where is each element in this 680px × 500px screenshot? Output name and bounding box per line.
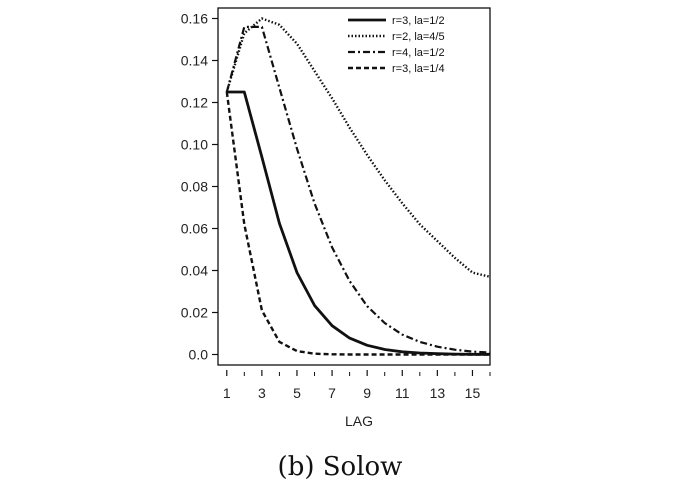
plot-frame <box>217 7 491 366</box>
x-tick-label: 3 <box>258 385 266 401</box>
y-tick-label: 0.10 <box>181 137 208 153</box>
plot-area <box>217 7 491 366</box>
x-tick-label: 11 <box>395 385 410 401</box>
x-tick-label: 7 <box>328 385 336 401</box>
legend: r=3, la=1/2 r=2, la=4/5 r=4, la=1/2 r=3, la… <box>348 15 445 75</box>
series-line-4 <box>225 91 490 356</box>
series-line-2 <box>225 17 491 278</box>
legend-label: r=3, la=1/4 <box>392 63 445 75</box>
y-tick-label: 0.08 <box>181 179 208 195</box>
axes: 0.00.020.040.060.080.100.120.140.161 3 5 7 9… <box>181 11 491 401</box>
legend-label: r=4, la=1/2 <box>392 47 445 59</box>
y-tick-label: 0.12 <box>181 95 208 111</box>
legend-label: r=3, la=1/2 <box>392 15 445 27</box>
series-layer <box>225 17 491 356</box>
x-tick-label: 13 <box>430 385 446 401</box>
figure-caption: (b) Solow <box>277 452 403 482</box>
y-tick-label: 0.0 <box>189 347 209 363</box>
series-line-1 <box>226 90 490 356</box>
x-tick-label: 9 <box>363 385 371 401</box>
y-tick-label: 0.06 <box>181 221 208 237</box>
x-tick-label: 1 <box>223 385 231 401</box>
legend-label: r=2, la=4/5 <box>392 31 445 43</box>
y-tick-label: 0.14 <box>181 53 208 69</box>
x-axis-title: LAG <box>345 413 373 429</box>
y-tick-label: 0.16 <box>181 11 208 27</box>
x-tick-label: 15 <box>465 385 481 401</box>
series-line-3 <box>225 25 491 354</box>
y-tick-label: 0.02 <box>181 305 208 321</box>
y-tick-label: 0.04 <box>181 263 208 279</box>
x-tick-label: 5 <box>293 385 301 401</box>
